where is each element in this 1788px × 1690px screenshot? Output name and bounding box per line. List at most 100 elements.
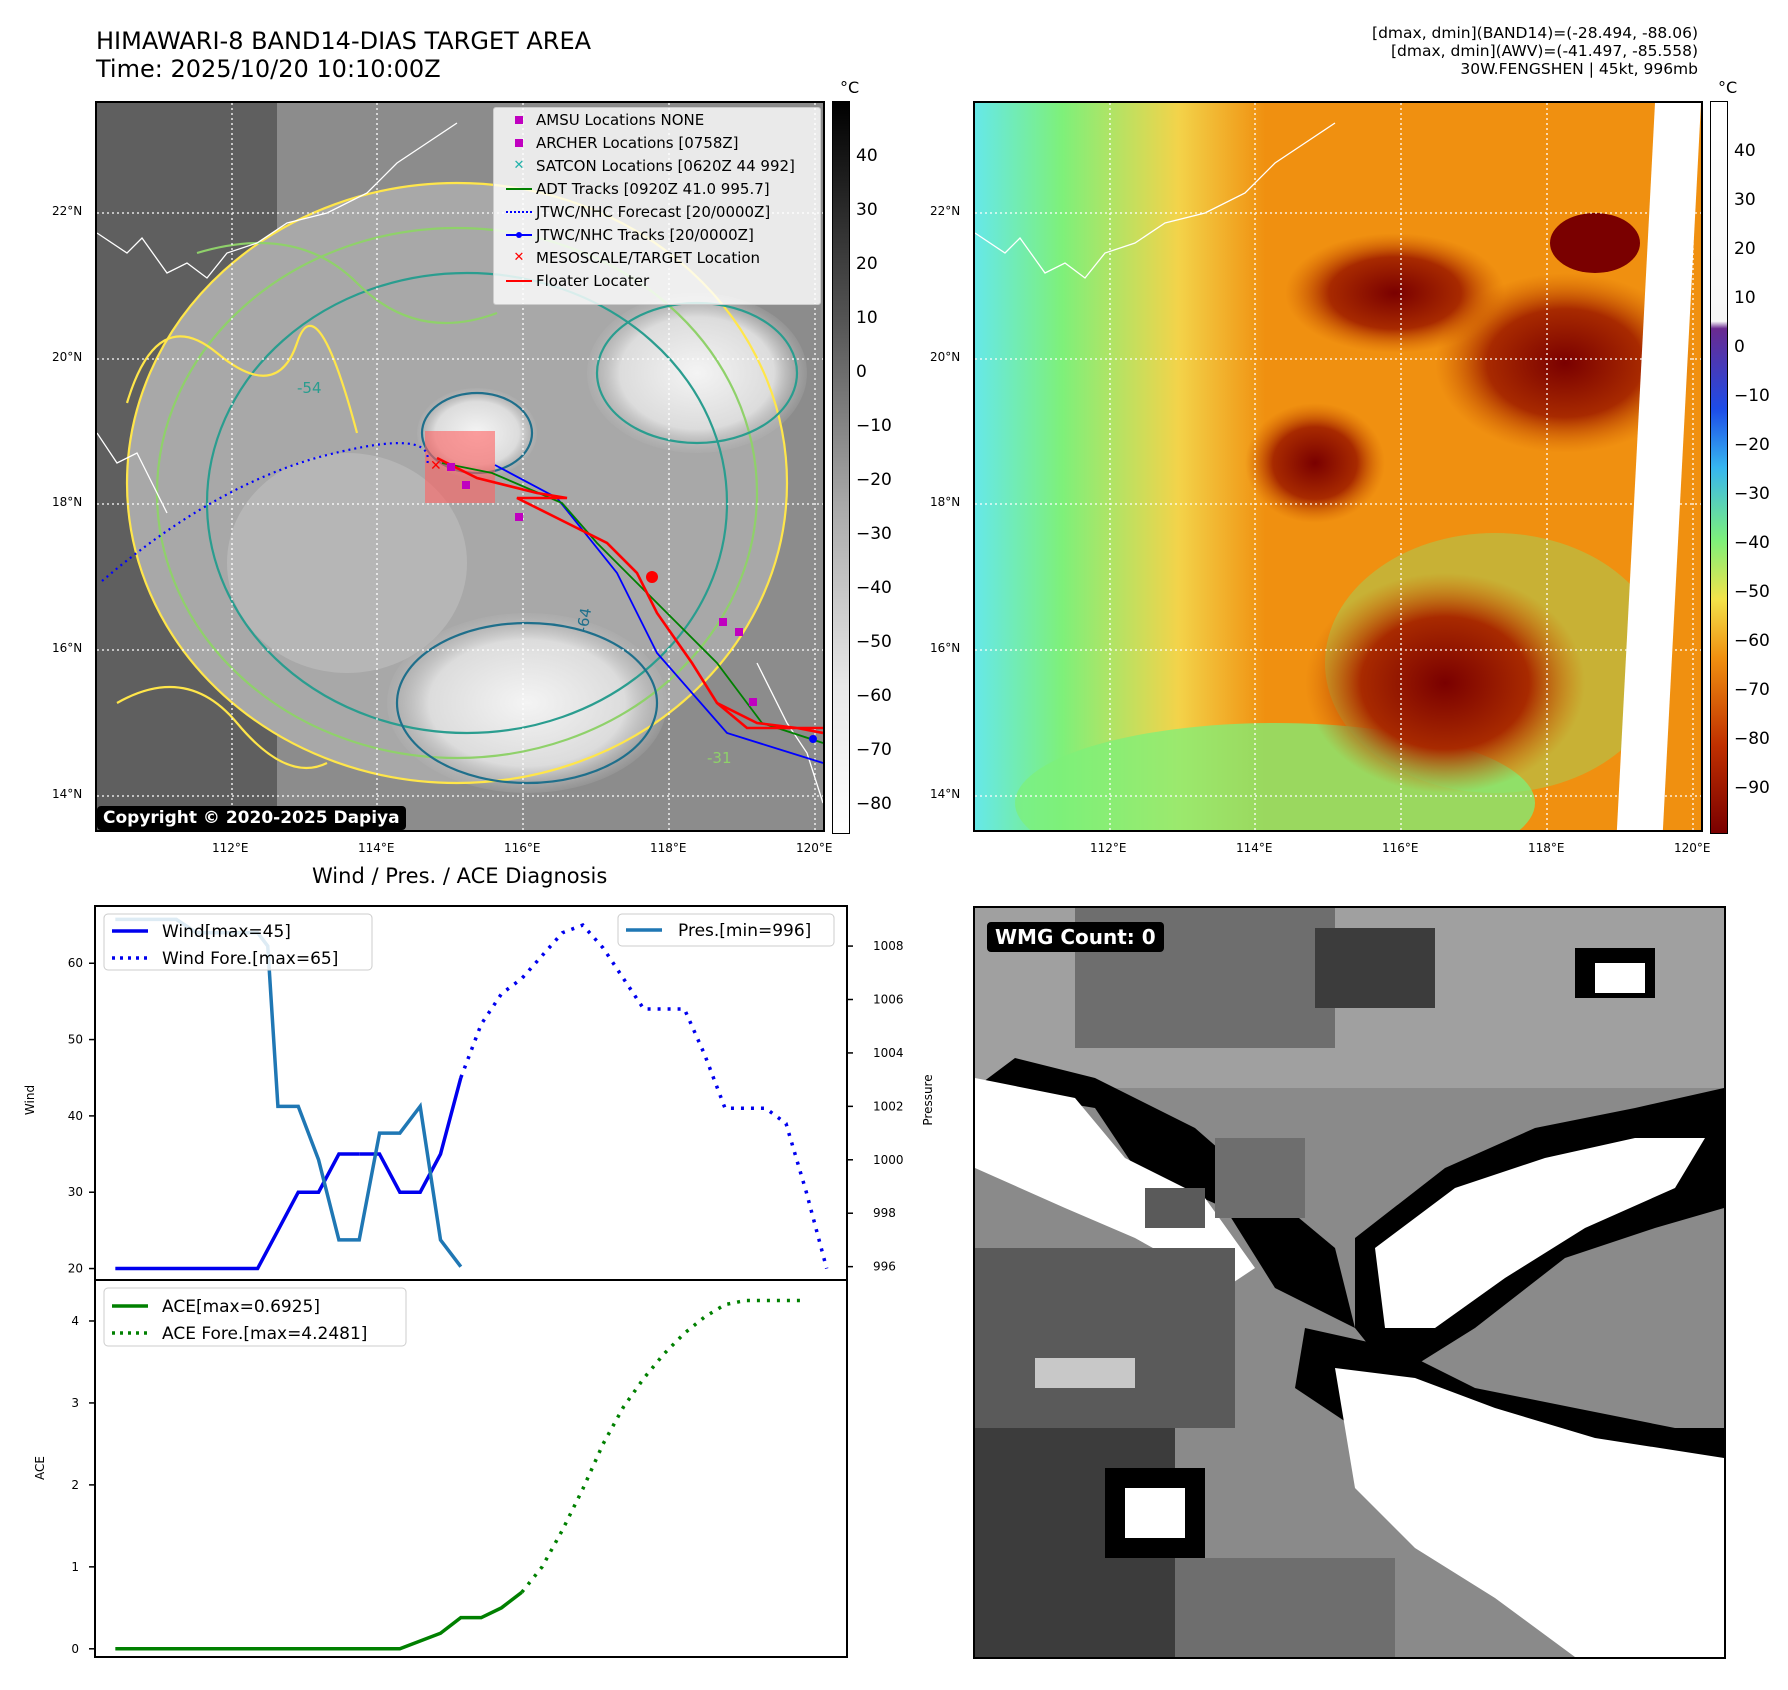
chart-time: Time: 2025/10/20 10:10:00Z	[96, 55, 441, 83]
lat-label-14-right: 14°N	[930, 787, 961, 801]
chart-title: HIMAWARI-8 BAND14-DIAS TARGET AREA	[96, 27, 592, 55]
band14-colorbar-unit: °C	[840, 78, 860, 97]
band14-colorbar-ticks: 40 30 20 10 0 −10 −20 −30 −40 −50 −60 −7…	[856, 101, 906, 832]
band14-tick: −60	[856, 686, 892, 706]
ace-forecast-legend-label: ACE Fore.[max=4.2481]	[162, 1324, 367, 1344]
awv-tick: −40	[1734, 533, 1770, 553]
legend-label-adt: ADT Tracks [0920Z 41.0 995.7]	[536, 179, 770, 198]
awv-tick: 20	[1734, 239, 1756, 259]
legend-item-floater: Floater Locater	[494, 269, 820, 292]
ace-forecast-line	[520, 1298, 807, 1594]
band14-tick: −80	[856, 794, 892, 814]
wind-tick-label: 20	[68, 1262, 83, 1276]
awv-tick: −60	[1734, 631, 1770, 651]
jtwc-track-line-dot-icon	[502, 231, 536, 238]
legend-label-floater: Floater Locater	[536, 271, 650, 290]
pressure-axis-label: Pressure	[921, 1074, 935, 1125]
lat-label-18-right: 18°N	[930, 495, 961, 509]
ace-observed-line	[115, 1590, 523, 1651]
awv-map-panel	[973, 101, 1703, 832]
pressure-tick-label: 1008	[873, 939, 904, 953]
legend-label-mesoscale: MESOSCALE/TARGET Location	[536, 248, 761, 267]
legend-item-satcon: ✕ SATCON Locations [0620Z 44 992]	[494, 154, 820, 177]
wmg-image	[975, 908, 1724, 1657]
lon-label-116-right: 116°E	[1382, 841, 1419, 855]
awv-tick: −10	[1734, 386, 1770, 406]
band14-tick: 0	[856, 362, 867, 382]
awv-tick: −80	[1734, 729, 1770, 749]
legend-item-mesoscale: ✕ MESOSCALE/TARGET Location	[494, 246, 820, 269]
wind-tick-label: 60	[68, 956, 83, 970]
legend-label-archer: ARCHER Locations [0758Z]	[536, 133, 739, 152]
pressure-tick-label: 996	[873, 1260, 896, 1274]
ace-tick-label: 3	[71, 1396, 79, 1410]
awv-map-image	[975, 103, 1701, 830]
wind-legend-label: Wind[max=45]	[162, 922, 291, 942]
ace-axis-label: ACE	[33, 1456, 47, 1480]
lon-label-112-right: 112°E	[1090, 841, 1127, 855]
lat-label-20-left: 20°N	[52, 350, 83, 364]
legend-label-amsu: AMSU Locations NONE	[536, 110, 705, 129]
amsu-square-icon	[502, 115, 536, 124]
band14-map-panel: ✕ -54 -64 -31 AMSU Locations NONE ARCHER…	[95, 101, 825, 832]
lat-label-22-left: 22°N	[52, 204, 83, 218]
adt-line-icon	[502, 187, 536, 190]
band14-tick: 20	[856, 254, 878, 274]
ace-legend: ACE[max=0.6925] ACE Fore.[max=4.2481]	[103, 1287, 407, 1347]
ace-axes-frame	[94, 1279, 848, 1658]
lat-label-18-left: 18°N	[52, 495, 83, 509]
awv-colorbar-ticks: 40 30 20 10 0 −10 −20 −30 −40 −50 −60 −7…	[1734, 101, 1784, 832]
wind-observed-b-line	[359, 1077, 463, 1194]
floater-line-icon	[502, 279, 536, 282]
band14-colorbar	[832, 101, 850, 834]
info-storm: 30W.FENGSHEN | 45kt, 996mb	[1460, 60, 1698, 78]
legend-item-amsu: AMSU Locations NONE	[494, 108, 820, 131]
ace-legend-label: ACE[max=0.6925]	[162, 1297, 320, 1317]
lat-label-16-left: 16°N	[52, 641, 83, 655]
ace-tick-label: 1	[71, 1560, 79, 1574]
mesoscale-x-icon: ✕	[513, 250, 525, 265]
contour-label-64: -64	[573, 606, 595, 633]
wind-axis-label: Wind	[23, 1085, 37, 1115]
awv-tick: −30	[1734, 484, 1770, 504]
lon-label-116-left: 116°E	[504, 841, 541, 855]
pressure-tick-label: 1002	[873, 1099, 904, 1113]
awv-tick: −90	[1734, 778, 1770, 798]
archer-square-icon	[502, 138, 536, 147]
contour-label-54: -54	[297, 379, 322, 397]
wind-tick-label: 40	[68, 1109, 83, 1123]
wind-forecast-legend-label: Wind Fore.[max=65]	[162, 949, 338, 969]
wind-tick-label: 30	[68, 1185, 83, 1199]
band14-tick: −20	[856, 470, 892, 490]
lat-label-14-left: 14°N	[52, 787, 83, 801]
awv-tick: 30	[1734, 190, 1756, 210]
ace-tick-label: 0	[71, 1642, 79, 1656]
band14-tick: −30	[856, 524, 892, 544]
awv-tick: 40	[1734, 141, 1756, 161]
contour-label-31: -31	[707, 749, 732, 767]
legend-item-archer: ARCHER Locations [0758Z]	[494, 131, 820, 154]
lat-label-16-right: 16°N	[930, 641, 961, 655]
map-legend: AMSU Locations NONE ARCHER Locations [07…	[493, 107, 821, 305]
band14-tick: −50	[856, 632, 892, 652]
awv-colorbar-unit: °C	[1718, 78, 1738, 97]
band14-tick: −70	[856, 740, 892, 760]
lat-label-22-right: 22°N	[930, 204, 961, 218]
band14-tick: −40	[856, 578, 892, 598]
wind-forecast-line	[459, 923, 829, 1270]
awv-tick: −70	[1734, 680, 1770, 700]
ace-tick-label: 2	[71, 1478, 79, 1492]
svg-text:✕: ✕	[430, 458, 442, 474]
jtwc-forecast-dotted-icon	[502, 210, 536, 213]
wind-tick-label: 50	[68, 1033, 83, 1047]
awv-tick: 10	[1734, 288, 1756, 308]
legend-label-jtwc-tracks: JTWC/NHC Tracks [20/0000Z]	[536, 225, 754, 244]
band14-tick: 10	[856, 308, 878, 328]
pressure-tick-label: 1004	[873, 1046, 904, 1060]
lon-label-112-left: 112°E	[212, 841, 249, 855]
lat-label-20-right: 20°N	[930, 350, 961, 364]
band14-tick: 30	[856, 200, 878, 220]
pressure-tick-label: 1000	[873, 1153, 904, 1167]
ace-tick-label: 4	[71, 1314, 79, 1328]
